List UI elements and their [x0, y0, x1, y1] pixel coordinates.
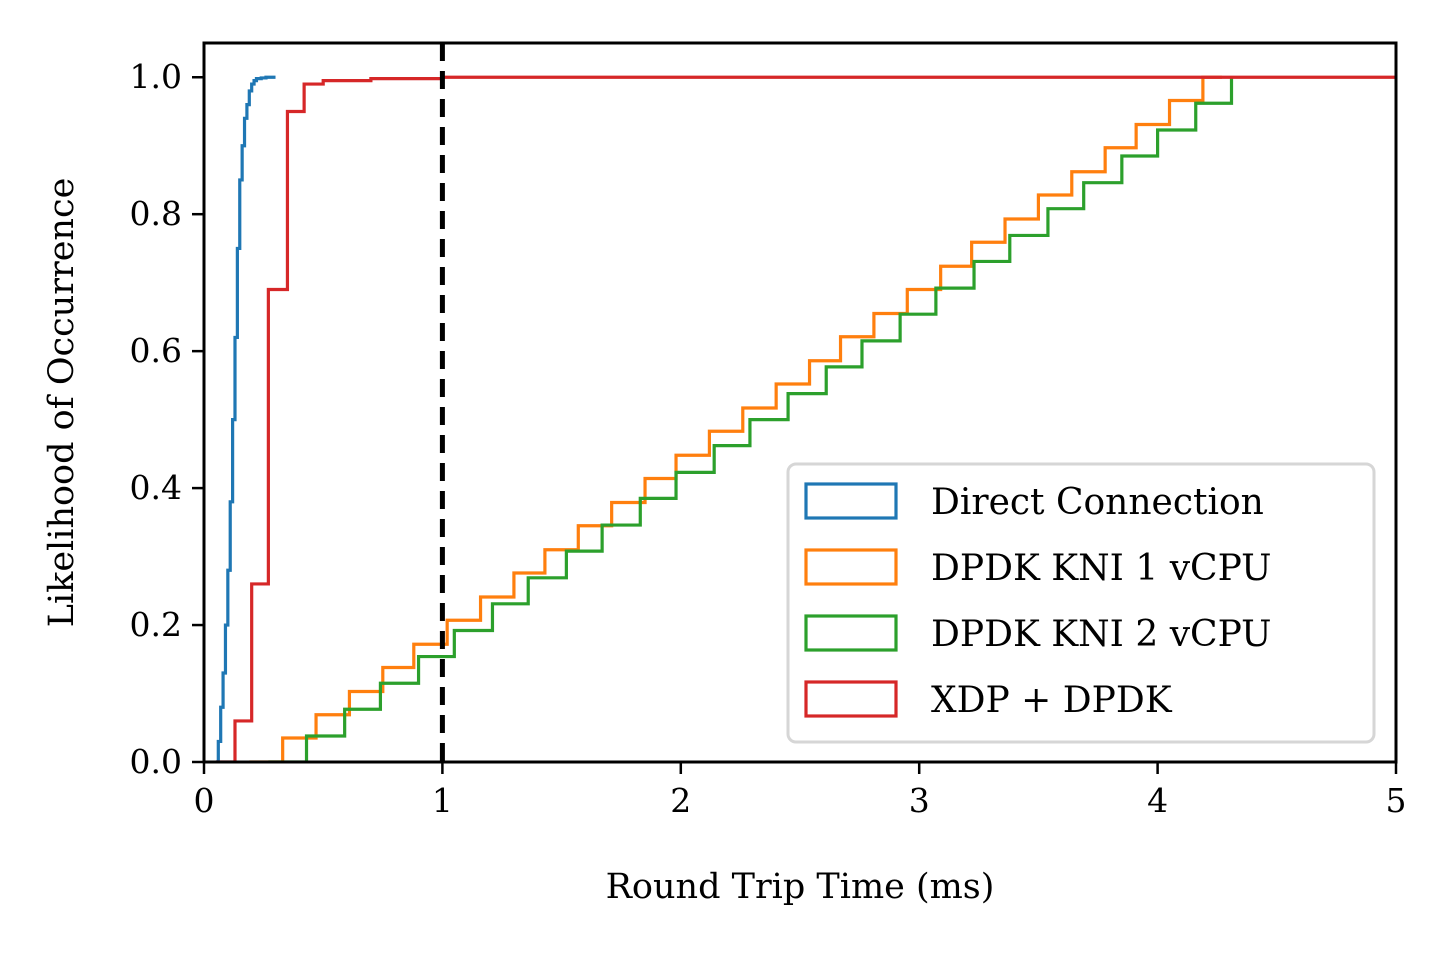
- legend-label: DPDK KNI 1 vCPU: [931, 548, 1272, 589]
- legend-swatch: [804, 614, 898, 652]
- x-axis-title: Round Trip Time (ms): [606, 867, 995, 907]
- legend-label: XDP + DPDK: [931, 680, 1173, 721]
- series-line-0: [215, 75, 276, 762]
- plot-frame: [202, 41, 1398, 764]
- x-tick-label: 2: [670, 781, 691, 820]
- series-layer: [215, 75, 1396, 762]
- y-tick-label: 0.8: [130, 194, 182, 233]
- y-tick-label: 0.2: [130, 605, 182, 644]
- legend-label: Direct Connection: [931, 482, 1264, 523]
- x-tick-label: 0: [194, 781, 215, 820]
- x-tick-label: 3: [909, 781, 930, 820]
- legend-swatch: [804, 548, 898, 586]
- y-tick-label: 1.0: [130, 57, 182, 96]
- legend-box: [786, 462, 1376, 744]
- x-tick-label: 4: [1147, 781, 1168, 820]
- series-line-3: [215, 75, 1396, 762]
- series-line-1: [249, 75, 1222, 762]
- axes-layer: 0 1 2 3 4 5 0.0 0.2 0.4 0.6 0.8 1.0: [130, 41, 1407, 820]
- x-tick-label: 1: [432, 781, 453, 820]
- y-tick-label: 0.6: [130, 331, 182, 370]
- legend: Direct Connection DPDK KNI 1 vCPU DPDK KNI…: [786, 462, 1376, 744]
- legend-swatch: [804, 680, 898, 718]
- y-axis-title: Likelihood of Occurrence: [42, 178, 82, 628]
- legend-label: DPDK KNI 2 vCPU: [931, 614, 1272, 655]
- y-tick-label: 0.4: [130, 468, 182, 507]
- y-tick-label: 0.0: [130, 742, 182, 781]
- series-line-2: [268, 77, 1234, 762]
- x-tick-label: 5: [1386, 781, 1407, 820]
- legend-swatch: [804, 482, 898, 520]
